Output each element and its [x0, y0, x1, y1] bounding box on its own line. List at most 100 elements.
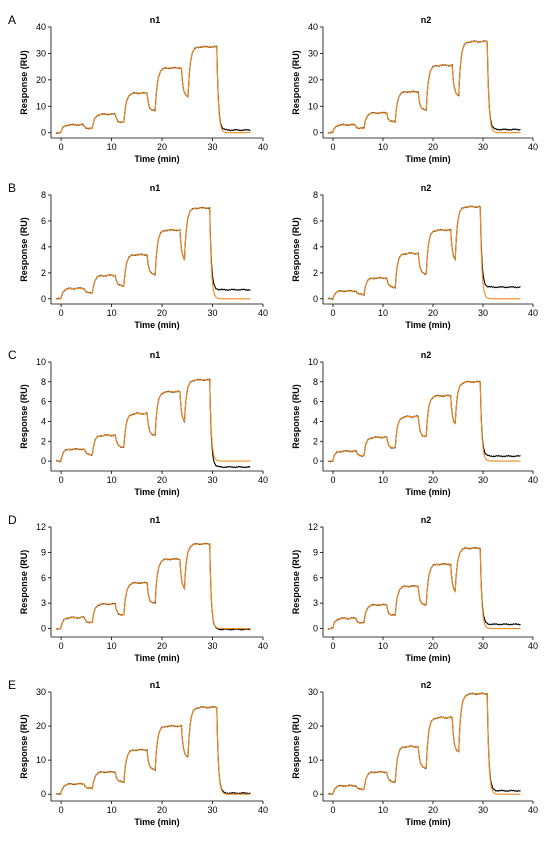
plot-area — [327, 380, 521, 463]
x-tick-label: 0 — [330, 142, 335, 152]
series-fit-line — [328, 40, 521, 134]
y-tick-label: 9 — [41, 547, 46, 557]
y-tick-label: 6 — [313, 397, 318, 407]
x-tick-label: 20 — [157, 475, 167, 485]
y-tick-label: 0 — [41, 128, 46, 138]
x-tick-label: 30 — [208, 641, 218, 651]
y-tick-label: 6 — [313, 216, 318, 226]
x-tick-label: 40 — [528, 475, 538, 485]
x-tick-label: 40 — [258, 142, 268, 152]
y-axis-title: Response (RU) — [19, 714, 29, 779]
x-tick-label: 40 — [258, 641, 268, 651]
y-tick-label: 0 — [313, 789, 318, 799]
x-tick-label: 10 — [107, 475, 117, 485]
x-tick-label: 30 — [478, 142, 488, 152]
y-tick-label: 9 — [313, 547, 318, 557]
y-tick-label: 0 — [313, 294, 318, 304]
y-tick-label: 20 — [36, 721, 46, 731]
series-fit-line — [328, 381, 521, 462]
plot-area — [327, 692, 521, 795]
y-tick-label: 12 — [36, 522, 46, 532]
x-tick-label: 20 — [428, 475, 438, 485]
y-tick-label: 30 — [36, 687, 46, 697]
y-tick-label: 0 — [313, 624, 318, 634]
y-tick-label: 20 — [36, 75, 46, 85]
x-axis-title: Time (min) — [134, 487, 179, 497]
x-tick-label: 40 — [528, 308, 538, 318]
y-tick-label: 3 — [313, 598, 318, 608]
plot-area — [55, 45, 251, 134]
series-fit-line — [56, 706, 251, 795]
x-tick-label: 30 — [478, 308, 488, 318]
panel-title: n1 — [150, 15, 161, 25]
y-tick-label: 20 — [308, 721, 318, 731]
series-fit-line — [328, 693, 521, 795]
y-axis-title: Response (RU) — [19, 384, 29, 449]
y-tick-label: 12 — [308, 522, 318, 532]
x-tick-label: 20 — [157, 805, 167, 815]
y-tick-label: 40 — [308, 22, 318, 32]
y-axis-title: Response (RU) — [291, 217, 301, 282]
y-tick-label: 4 — [41, 242, 46, 252]
y-tick-label: 0 — [41, 624, 46, 634]
x-tick-label: 30 — [208, 805, 218, 815]
panel-A-n1: 0 10 20 30 40 0 10 20 30 40 n1 Time (min) Response (… — [19, 15, 268, 164]
y-tick-label: 8 — [41, 377, 46, 387]
y-tick-label: 2 — [313, 268, 318, 278]
x-axis-title: Time (min) — [405, 320, 450, 330]
x-tick-label: 10 — [378, 308, 388, 318]
x-tick-label: 20 — [157, 641, 167, 651]
y-axis-title: Response (RU) — [291, 714, 301, 779]
panel-A-n2: 0 10 20 30 40 0 10 20 30 40 n2 Time (min) Response (… — [291, 15, 538, 164]
x-tick-label: 30 — [208, 308, 218, 318]
x-tick-label: 10 — [378, 142, 388, 152]
series-fit-line — [56, 543, 251, 630]
y-tick-label: 8 — [313, 377, 318, 387]
y-tick-label: 10 — [36, 357, 46, 367]
y-tick-label: 20 — [308, 75, 318, 85]
x-axis-title: Time (min) — [405, 653, 450, 663]
series-fit-line — [56, 207, 251, 300]
y-tick-label: 6 — [41, 573, 46, 583]
series-measured-line — [327, 380, 521, 463]
y-tick-label: 0 — [41, 456, 46, 466]
x-tick-label: 10 — [107, 142, 117, 152]
x-tick-label: 0 — [59, 308, 64, 318]
y-tick-label: 0 — [313, 456, 318, 466]
x-tick-label: 40 — [258, 475, 268, 485]
y-tick-label: 0 — [41, 789, 46, 799]
y-tick-label: 10 — [36, 101, 46, 111]
y-tick-label: 10 — [308, 357, 318, 367]
y-tick-label: 0 — [41, 294, 46, 304]
y-tick-label: 2 — [41, 436, 46, 446]
y-tick-label: 10 — [308, 755, 318, 765]
x-axis-title: Time (min) — [134, 320, 179, 330]
row-letter-D: D — [8, 513, 17, 527]
panel-title: n1 — [150, 680, 161, 690]
x-tick-label: 20 — [157, 142, 167, 152]
y-axis-title: Response (RU) — [19, 217, 29, 282]
y-tick-label: 40 — [36, 22, 46, 32]
x-axis-title: Time (min) — [134, 154, 179, 164]
x-tick-label: 0 — [59, 475, 64, 485]
plot-area — [55, 542, 251, 631]
series-measured-line — [327, 205, 521, 301]
x-tick-label: 30 — [208, 142, 218, 152]
series-measured-line — [55, 706, 251, 795]
x-tick-label: 20 — [428, 142, 438, 152]
series-measured-line — [327, 546, 521, 630]
y-axis-title: Response (RU) — [291, 384, 301, 449]
series-measured-line — [55, 45, 251, 134]
x-tick-label: 0 — [59, 805, 64, 815]
panel-title: n2 — [421, 350, 432, 360]
x-tick-label: 40 — [258, 805, 268, 815]
y-axis-title: Response (RU) — [291, 50, 301, 115]
y-tick-label: 3 — [41, 598, 46, 608]
x-tick-label: 20 — [428, 805, 438, 815]
panel-D-n2: 0 10 20 30 40 0 3 6 9 12 n2 Time (min) Response (RU) — [291, 515, 538, 663]
y-tick-label: 6 — [41, 216, 46, 226]
x-tick-label: 10 — [378, 805, 388, 815]
y-tick-label: 4 — [313, 242, 318, 252]
y-tick-label: 8 — [313, 190, 318, 200]
